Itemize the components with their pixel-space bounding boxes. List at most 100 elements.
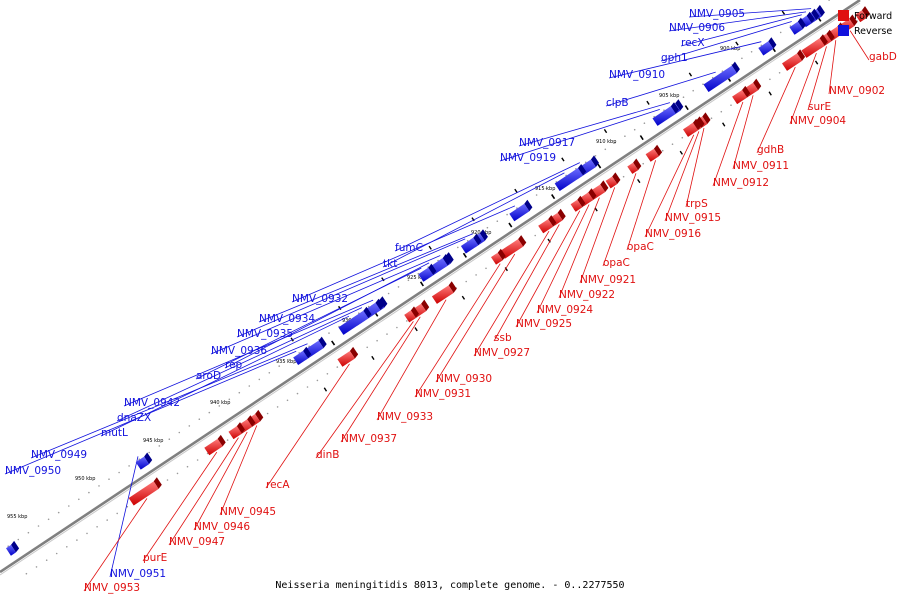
gene-forward-opaC <box>645 144 663 162</box>
gene-reverse-recX <box>800 11 815 28</box>
label-leader <box>473 230 550 357</box>
guide-dot <box>86 532 88 535</box>
guide-dot <box>584 161 587 164</box>
guide-dot <box>682 96 685 98</box>
gene-reverse-clpB <box>703 61 740 92</box>
scale-dash <box>679 150 683 155</box>
label-leader <box>219 425 258 516</box>
gene-side-face <box>702 112 711 124</box>
gene-side-face <box>797 17 806 30</box>
guide-dot <box>268 372 271 374</box>
guide-dot <box>465 280 468 283</box>
scale-dash <box>514 188 518 193</box>
guide-dot <box>741 57 743 60</box>
gene-side-face <box>497 248 506 261</box>
guide-dot <box>730 104 732 106</box>
genome-backbone <box>0 0 861 574</box>
label-leader <box>499 109 660 162</box>
guide-dot <box>178 431 181 434</box>
guide-dot <box>326 373 329 375</box>
gene-side-face <box>590 155 599 167</box>
guide-dot <box>671 143 674 145</box>
label-leader <box>394 162 580 252</box>
gene-label: NMV_0951 <box>110 568 166 580</box>
gene-forward-NMV_0933 <box>431 281 457 304</box>
gene-side-face <box>247 415 256 427</box>
gene-label: NMV_0922 <box>559 289 615 301</box>
guide-dot <box>604 148 607 151</box>
guide-dot <box>166 479 169 481</box>
gene-side-face <box>675 99 684 111</box>
gene-label: NMV_0935 <box>237 328 293 340</box>
gene-forward-NMV_0931 <box>491 248 506 265</box>
scale-tick-mark <box>419 281 424 287</box>
scale-tick-mark <box>462 252 467 258</box>
guide-dot <box>534 234 536 237</box>
guide-dot <box>25 572 28 575</box>
gene-side-face <box>217 434 226 447</box>
gene-forward-gdhB <box>782 49 806 71</box>
gene-side-face <box>255 409 264 422</box>
label-leader <box>712 101 744 187</box>
guide-dot <box>208 411 211 414</box>
scale-tick-mark <box>684 105 689 111</box>
label-leader <box>195 267 422 380</box>
gene-front-face <box>732 90 748 105</box>
scale-tick-label: 935 kbp <box>276 359 296 365</box>
gene-label: NMV_0915 <box>665 212 721 224</box>
gene-label: aroD <box>196 370 221 382</box>
guide-dot <box>76 539 78 541</box>
scale-dash <box>735 41 739 46</box>
gene-side-face <box>797 49 806 61</box>
gene-side-face <box>144 452 153 465</box>
guide-dot <box>760 44 763 47</box>
gene-front-face <box>789 21 803 35</box>
guide-dot <box>57 511 60 514</box>
gene-side-face <box>577 195 586 208</box>
label-leader <box>435 253 516 383</box>
gene-label: NMV_0919 <box>500 152 556 164</box>
gene-side-face <box>633 158 642 171</box>
gene-side-face <box>375 298 384 311</box>
gene-label: surE <box>808 101 831 113</box>
legend-forward-label: Forward <box>854 11 892 22</box>
gene-label: gdhB <box>757 144 784 156</box>
guide-dot <box>88 491 90 494</box>
gene-forward-NMV_0925 <box>570 195 586 212</box>
guide-dot <box>778 72 781 74</box>
gene-side-face <box>653 144 663 157</box>
gene-label: NMV_0905 <box>689 8 745 20</box>
scale-dash <box>603 129 608 134</box>
gene-side-face <box>731 61 740 74</box>
gene-label: clpB <box>606 97 629 109</box>
gene-side-face <box>428 263 437 276</box>
guide-dot <box>387 292 390 295</box>
gene-front-face <box>491 252 503 265</box>
gene-forward-NMV_0927 <box>538 215 557 234</box>
legend: Forward Reverse <box>838 10 892 37</box>
guide-dot <box>278 365 281 367</box>
scale-dash <box>688 72 693 77</box>
gene-forward-recA <box>337 346 359 367</box>
scale-dash <box>428 245 432 250</box>
gene-side-face <box>753 78 762 91</box>
guide-dot <box>710 117 713 119</box>
gene-label: gabD <box>869 51 897 63</box>
gene-front-face <box>855 10 867 23</box>
label-leader <box>265 363 350 489</box>
gene-side-face <box>819 34 828 46</box>
guide-dot <box>158 445 161 447</box>
scale-tick-mark <box>508 222 513 228</box>
gene-label: NMV_0945 <box>220 506 276 518</box>
gene-side-face <box>236 422 245 434</box>
gene-side-face <box>742 85 751 98</box>
gene-label: trpS <box>686 198 708 210</box>
label-leader <box>291 205 516 303</box>
gene-side-face <box>600 180 609 192</box>
gene-forward-NMV_0947 <box>228 422 245 440</box>
guide-dot <box>296 392 299 395</box>
scale-dash <box>381 277 385 282</box>
gene-front-face <box>703 65 737 92</box>
guide-dot <box>276 406 279 408</box>
scale-tick-mark <box>597 163 602 169</box>
